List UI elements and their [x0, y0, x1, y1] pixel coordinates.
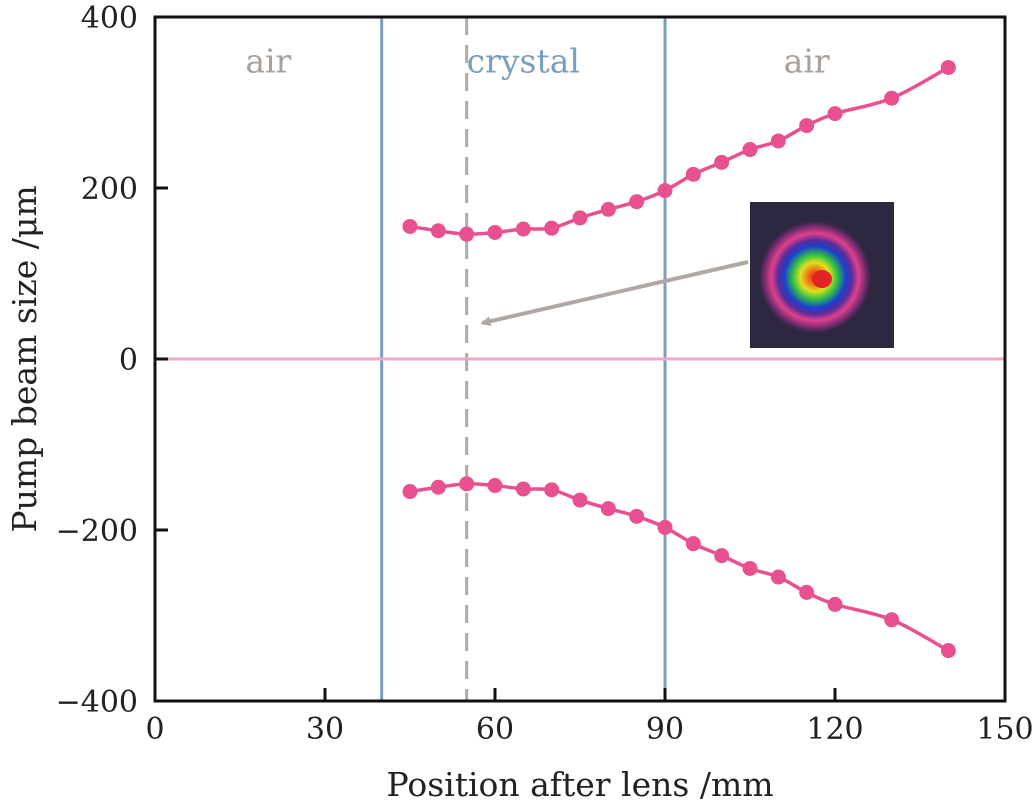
data-point-upper-17	[940, 59, 956, 75]
data-point-upper-10	[685, 166, 701, 182]
x-tick-label-0: 0	[145, 712, 164, 747]
x-tick-label-150: 150	[976, 712, 1033, 747]
data-point-lower-16	[884, 612, 900, 628]
region-label-crystal-1: crystal	[467, 42, 580, 81]
data-point-lower-15	[827, 596, 843, 612]
data-point-lower-10	[685, 536, 701, 552]
data-point-lower-12	[742, 560, 758, 576]
data-point-lower-8	[629, 508, 645, 524]
data-point-upper-9	[657, 183, 673, 199]
data-point-upper-7	[600, 201, 616, 217]
region-label-air-0: air	[245, 42, 291, 81]
inset-arrow	[480, 260, 749, 327]
data-point-upper-15	[827, 106, 843, 122]
data-point-lower-13	[770, 569, 786, 585]
data-point-lower-7	[600, 501, 616, 517]
x-tick-label-60: 60	[476, 712, 514, 747]
data-point-upper-6	[572, 210, 588, 226]
region-labels: air crystal air	[245, 42, 830, 81]
region-label-air-2: air	[784, 42, 830, 81]
data-point-lower-14	[799, 584, 815, 600]
data-point-lower-17	[940, 643, 956, 659]
data-point-lower-3	[487, 478, 503, 494]
data-series	[402, 59, 956, 659]
beam-profile-inset	[750, 202, 894, 348]
data-point-lower-0	[402, 484, 418, 500]
y-tick-label-400: 400	[81, 1, 138, 36]
data-point-upper-11	[714, 154, 730, 170]
data-point-upper-4	[515, 221, 531, 237]
data-point-lower-6	[572, 492, 588, 508]
y-tick-label--200: −200	[56, 514, 138, 549]
data-point-lower-5	[544, 482, 560, 498]
axis-ticks: 0 30 60 90 120 150 400 200 0 −200 −400	[56, 1, 1034, 747]
data-point-upper-0	[402, 218, 418, 234]
data-point-lower-4	[515, 481, 531, 497]
data-point-lower-11	[714, 548, 730, 564]
data-point-upper-12	[742, 142, 758, 158]
data-point-upper-14	[799, 118, 815, 134]
data-point-upper-1	[430, 223, 446, 239]
x-tick-label-120: 120	[806, 712, 863, 747]
reference-lines	[155, 17, 1005, 701]
data-point-upper-2	[459, 226, 475, 242]
y-tick-label-0: 0	[119, 343, 138, 378]
data-point-upper-13	[770, 133, 786, 149]
x-tick-label-30: 30	[306, 712, 344, 747]
data-point-upper-8	[629, 194, 645, 210]
series-lower-line	[409, 482, 950, 653]
y-axis-title: Pump beam size /μm	[5, 185, 44, 532]
data-point-upper-16	[884, 90, 900, 106]
beam-profile-hotspot	[812, 270, 832, 288]
data-point-lower-2	[459, 476, 475, 492]
x-axis-title: Position after lens /mm	[386, 765, 773, 804]
data-point-upper-3	[487, 224, 503, 240]
y-tick-label--400: −400	[56, 685, 138, 720]
data-point-lower-1	[430, 479, 446, 495]
y-tick-label-200: 200	[81, 172, 138, 207]
data-point-lower-9	[657, 519, 673, 535]
x-tick-label-90: 90	[646, 712, 684, 747]
data-point-upper-5	[544, 220, 560, 236]
